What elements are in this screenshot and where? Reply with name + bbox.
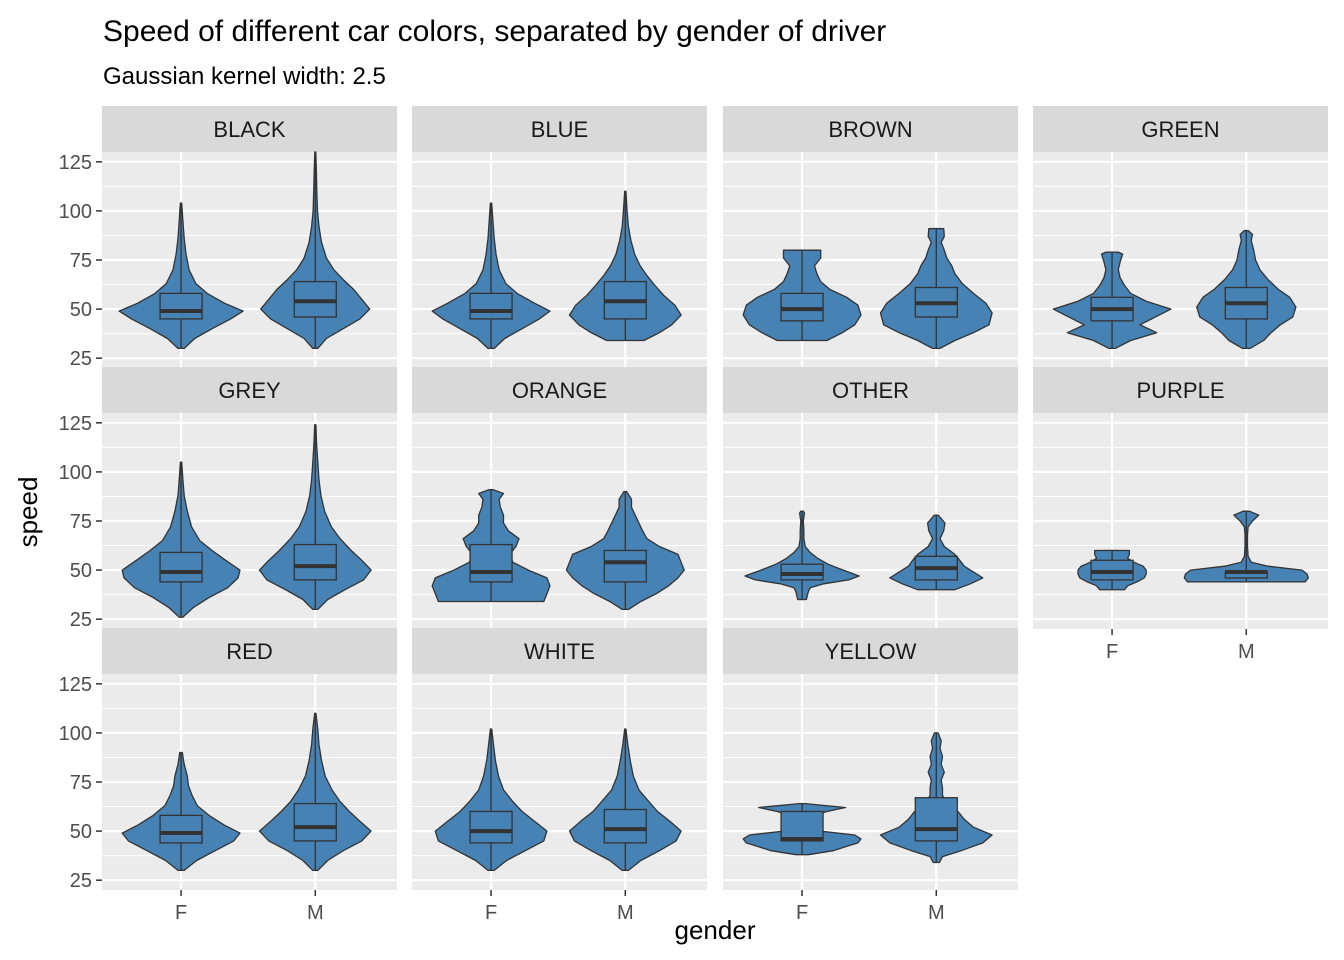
facet-strip xyxy=(723,106,1018,152)
y-tick-label: 25 xyxy=(70,609,92,631)
x-axis-title: gender xyxy=(675,915,756,945)
facet-red: RED 25 50 75 100 125 F M xyxy=(59,628,397,924)
facet-strip xyxy=(1033,367,1328,413)
y-tick-label: 125 xyxy=(59,152,92,174)
facet-other: OTHER xyxy=(723,367,1018,629)
facet-brown: BROWN xyxy=(723,106,1018,368)
facet-strip xyxy=(723,628,1018,674)
boxplot-box xyxy=(293,802,337,842)
facet-strip-label: YELLOW xyxy=(825,639,917,664)
y-tick-label: 100 xyxy=(59,723,92,745)
facet-strip-label: BLACK xyxy=(213,117,285,142)
y-tick-label: 75 xyxy=(70,772,92,794)
boxplot-box xyxy=(469,543,513,583)
x-tick-label: F xyxy=(485,902,497,924)
boxplot-box xyxy=(603,549,647,583)
boxplot-box xyxy=(159,292,203,320)
y-tick-label: 50 xyxy=(70,560,92,582)
x-tick-label: F xyxy=(175,902,187,924)
facet-strip-label: WHITE xyxy=(524,639,595,664)
y-tick-label: 50 xyxy=(70,299,92,321)
x-tick-label: M xyxy=(1238,641,1255,663)
facet-strip xyxy=(102,628,397,674)
facet-strip xyxy=(1033,106,1328,152)
y-tick-label: 50 xyxy=(70,821,92,843)
y-tick-label: 75 xyxy=(70,511,92,533)
facet-strip-label: GREEN xyxy=(1141,117,1219,142)
x-tick-label: M xyxy=(617,902,634,924)
x-tick-label: F xyxy=(796,902,808,924)
chart-subtitle: Gaussian kernel width: 2.5 xyxy=(103,63,386,90)
facet-grid: BLACK 25 50 75 100 125 BLUE BROWN GREEN GREY 25 50 7… xyxy=(59,106,1328,924)
boxplot-box xyxy=(603,808,647,844)
facet-strip-label: BROWN xyxy=(828,117,912,142)
facet-grey: GREY 25 50 75 100 125 xyxy=(59,367,397,631)
boxplot-box xyxy=(293,543,337,581)
y-tick-label: 100 xyxy=(59,462,92,484)
boxplot-box xyxy=(914,797,958,842)
x-tick-label: M xyxy=(928,902,945,924)
facet-strip xyxy=(412,628,707,674)
y-tick-label: 75 xyxy=(70,250,92,272)
y-axis-title: speed xyxy=(13,477,43,548)
facet-strip-label: RED xyxy=(226,639,272,664)
facet-strip xyxy=(723,367,1018,413)
facet-black: BLACK 25 50 75 100 125 xyxy=(59,106,397,370)
boxplot-box xyxy=(780,810,824,842)
facet-strip xyxy=(412,367,707,413)
x-tick-label: M xyxy=(307,902,324,924)
y-tick-label: 25 xyxy=(70,348,92,370)
y-tick-label: 25 xyxy=(70,870,92,892)
facet-green: GREEN xyxy=(1033,106,1328,368)
facet-blue: BLUE xyxy=(412,106,707,368)
boxplot-box xyxy=(159,814,203,844)
boxplot-box xyxy=(159,551,203,583)
boxplot-box xyxy=(469,292,513,320)
facet-strip-label: BLUE xyxy=(531,117,588,142)
facet-strip xyxy=(412,106,707,152)
chart-title: Speed of different car colors, separated… xyxy=(103,15,886,48)
facet-yellow: YELLOW F M xyxy=(723,628,1018,924)
facet-purple: PURPLE F M xyxy=(1033,367,1328,663)
facet-white: WHITE F M xyxy=(412,628,707,924)
facet-strip xyxy=(102,367,397,413)
facet-strip-label: ORANGE xyxy=(512,378,607,403)
facet-orange: ORANGE xyxy=(412,367,707,629)
facet-strip xyxy=(102,106,397,152)
y-tick-label: 125 xyxy=(59,413,92,435)
y-tick-label: 100 xyxy=(59,201,92,223)
facet-strip-label: OTHER xyxy=(832,378,909,403)
facet-strip-label: PURPLE xyxy=(1136,378,1224,403)
boxplot-box xyxy=(469,810,513,844)
y-tick-label: 125 xyxy=(59,674,92,696)
facet-strip-label: GREY xyxy=(218,378,281,403)
x-tick-label: F xyxy=(1106,641,1118,663)
